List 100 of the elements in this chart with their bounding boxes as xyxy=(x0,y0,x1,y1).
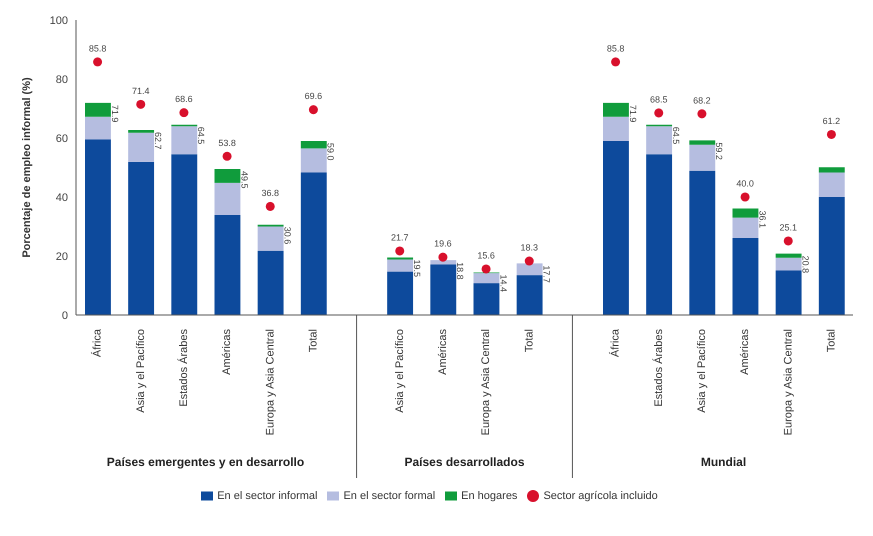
total-label: 49.5 xyxy=(239,170,250,189)
data-label: 40.0 xyxy=(736,178,754,188)
point xyxy=(93,57,102,66)
bar xyxy=(603,140,629,315)
x-tick-label: África xyxy=(90,328,104,358)
bar xyxy=(258,226,284,251)
y-tick-label: 20 xyxy=(56,250,68,263)
bar xyxy=(128,162,154,315)
total-label: 20.8 xyxy=(800,256,811,274)
data-label: 18.3 xyxy=(520,242,538,252)
bar xyxy=(387,257,414,260)
total-label: 17.7 xyxy=(542,265,552,283)
bar xyxy=(387,260,414,272)
y-tick-label: 80 xyxy=(56,74,68,86)
point xyxy=(482,264,491,274)
legend-label: En el sector formal xyxy=(343,490,436,502)
total-label: 18.8 xyxy=(455,262,466,280)
text: Mundial xyxy=(700,455,746,469)
x-tick-label: Américas xyxy=(739,328,752,375)
bar xyxy=(300,148,327,173)
bar xyxy=(776,270,802,315)
bar xyxy=(214,182,240,215)
x-tick-label: Américas xyxy=(436,328,449,375)
data-label: 68.6 xyxy=(175,94,193,104)
point xyxy=(308,105,318,114)
point xyxy=(740,192,750,202)
legend-label: Sector agrícola incluido xyxy=(543,490,658,502)
x-tick-label: Europa y Asia Central xyxy=(782,329,794,436)
bar xyxy=(258,250,284,315)
text: Países emergentes y en desarrollo xyxy=(106,455,304,469)
y-axis-title: Porcentaje de empleo informal (%) xyxy=(20,77,33,258)
bar xyxy=(818,172,845,197)
total-label: 71.9 xyxy=(628,104,638,122)
legend-label: En hogares xyxy=(461,490,518,502)
bar xyxy=(776,258,802,270)
x-tick-label: Asia y el Pacífico xyxy=(394,329,406,413)
bar xyxy=(732,208,758,218)
total-label: 19.5 xyxy=(412,259,422,278)
data-label: 19.6 xyxy=(434,238,452,249)
bar xyxy=(430,260,456,265)
bar xyxy=(214,168,240,183)
data-label: 68.5 xyxy=(650,94,668,104)
bar xyxy=(128,132,154,162)
y-tick-label: 60 xyxy=(56,132,68,145)
bar xyxy=(818,167,845,173)
y-tick-label: 40 xyxy=(56,192,68,204)
bar xyxy=(732,218,758,238)
bar xyxy=(430,264,456,315)
point xyxy=(697,109,706,118)
data-label: 61.2 xyxy=(822,116,840,126)
y-tick-label: 100 xyxy=(50,14,68,27)
x-tick-label: Total xyxy=(307,329,320,352)
data-label: 71.4 xyxy=(132,86,150,96)
bar xyxy=(171,154,198,315)
point xyxy=(438,252,448,262)
data-label: 68.2 xyxy=(693,95,711,106)
bar xyxy=(128,130,154,133)
bar xyxy=(85,102,111,117)
x-tick-label: Estados Árabes xyxy=(176,328,190,407)
bar xyxy=(603,116,629,141)
data-label: 85.8 xyxy=(606,43,624,54)
bar xyxy=(474,283,500,315)
bar xyxy=(689,144,716,171)
bar xyxy=(387,272,414,315)
y-tick-label: 0 xyxy=(62,310,68,322)
bar xyxy=(776,254,802,258)
total-label: 36.1 xyxy=(757,210,768,228)
point xyxy=(222,152,232,161)
bar xyxy=(689,140,716,145)
data-label: 53.8 xyxy=(218,138,236,148)
x-tick-label: Europa y Asia Central xyxy=(480,329,492,436)
total-label: 59.2 xyxy=(714,142,724,160)
bar xyxy=(214,214,240,315)
data-label: 21.7 xyxy=(390,232,409,242)
bar xyxy=(516,263,543,276)
data-label: 69.6 xyxy=(304,91,322,102)
point xyxy=(784,236,793,246)
x-tick-label: Américas xyxy=(221,328,234,375)
bar xyxy=(732,238,758,315)
bar xyxy=(300,140,327,148)
point xyxy=(826,130,836,139)
point xyxy=(179,108,188,118)
data-label: 25.1 xyxy=(779,222,798,232)
x-tick-label: Asia y el Pacífico xyxy=(696,329,708,413)
total-label: 64.5 xyxy=(671,126,682,144)
bar xyxy=(603,102,629,117)
total-label: 64.5 xyxy=(196,126,206,144)
bar xyxy=(689,170,716,315)
bar xyxy=(646,126,672,154)
data-label: 85.8 xyxy=(88,43,106,54)
bar xyxy=(646,154,672,315)
bar xyxy=(300,172,327,315)
point xyxy=(395,246,404,256)
x-tick-label: Total xyxy=(825,329,838,352)
bar xyxy=(85,116,111,140)
x-tick-label: África xyxy=(608,328,622,358)
total-label: 14.4 xyxy=(498,274,508,292)
bar xyxy=(516,275,543,315)
bar xyxy=(818,197,845,315)
total-label: 30.6 xyxy=(282,226,293,244)
